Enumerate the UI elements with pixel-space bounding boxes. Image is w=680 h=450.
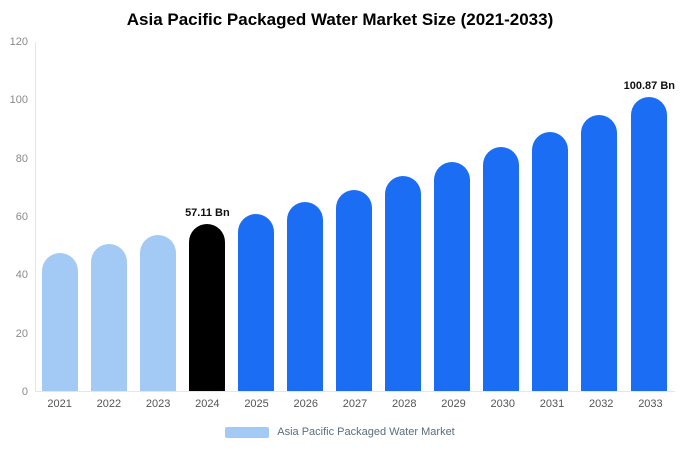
bar-column (379, 42, 428, 391)
bar (532, 131, 569, 391)
bar-column (85, 42, 134, 391)
bar (483, 147, 520, 391)
x-tick-label: 2023 (145, 398, 171, 410)
bar-column (428, 42, 477, 391)
y-tick-label: 0 (21, 386, 28, 398)
legend-swatch (225, 426, 270, 438)
bar-column (232, 42, 281, 391)
y-tick-label: 100 (9, 94, 28, 107)
legend-label: Asia Pacific Packaged Water Market (277, 426, 455, 438)
y-axis: 0 20 40 60 80 100 120 (0, 36, 30, 398)
bar (336, 189, 373, 391)
bar (631, 96, 668, 391)
y-tick-label: 20 (15, 327, 28, 340)
x-tick-label: 2032 (588, 398, 614, 410)
bar (140, 234, 177, 391)
chart-title: Asia Pacific Packaged Water Market Size … (126, 10, 554, 29)
bar-column: 100.87 Bn (624, 42, 675, 391)
bar-value-label: 57.11 Bn (185, 207, 230, 220)
legend: Asia Pacific Packaged Water Market (0, 426, 680, 438)
bar-value-label: 100.87 Bn (623, 79, 675, 92)
x-axis-labels: 2021 2022 2023 2024 2025 2026 2027 2028 2029 2030… (35, 398, 675, 410)
x-tick-label: 2033 (638, 398, 663, 410)
bar (287, 202, 324, 391)
x-tick-label: 2031 (539, 398, 565, 410)
y-tick-label: 40 (15, 269, 28, 282)
y-tick-label: 80 (15, 152, 28, 165)
x-tick-label: 2022 (96, 398, 122, 410)
bar (42, 253, 79, 391)
bar (238, 213, 275, 391)
y-tick-label: 120 (9, 36, 28, 48)
bar-column (281, 42, 330, 391)
x-tick-label: 2025 (244, 398, 269, 410)
bar-column (477, 42, 526, 391)
x-tick-label: 2026 (293, 398, 319, 410)
bar (434, 162, 471, 391)
x-tick-label: 2028 (392, 398, 417, 410)
x-tick-label: 2030 (490, 398, 515, 410)
x-tick-label: 2024 (195, 398, 220, 410)
x-tick-label: 2029 (441, 398, 466, 410)
bar-column (36, 42, 85, 391)
x-tick-label: 2027 (342, 398, 368, 410)
bar-column (526, 42, 575, 391)
bar (385, 176, 422, 391)
bar-column (575, 42, 624, 391)
bar (581, 114, 618, 391)
bar (91, 244, 128, 391)
bar-column (330, 42, 379, 391)
y-tick-label: 60 (15, 211, 28, 223)
bar-column: 57.11 Bn (183, 42, 232, 391)
plot-area: 57.11 Bn 100.87 Bn (35, 42, 675, 392)
x-tick-label: 2021 (47, 398, 72, 410)
bar (189, 224, 226, 391)
bar-column (134, 42, 183, 391)
